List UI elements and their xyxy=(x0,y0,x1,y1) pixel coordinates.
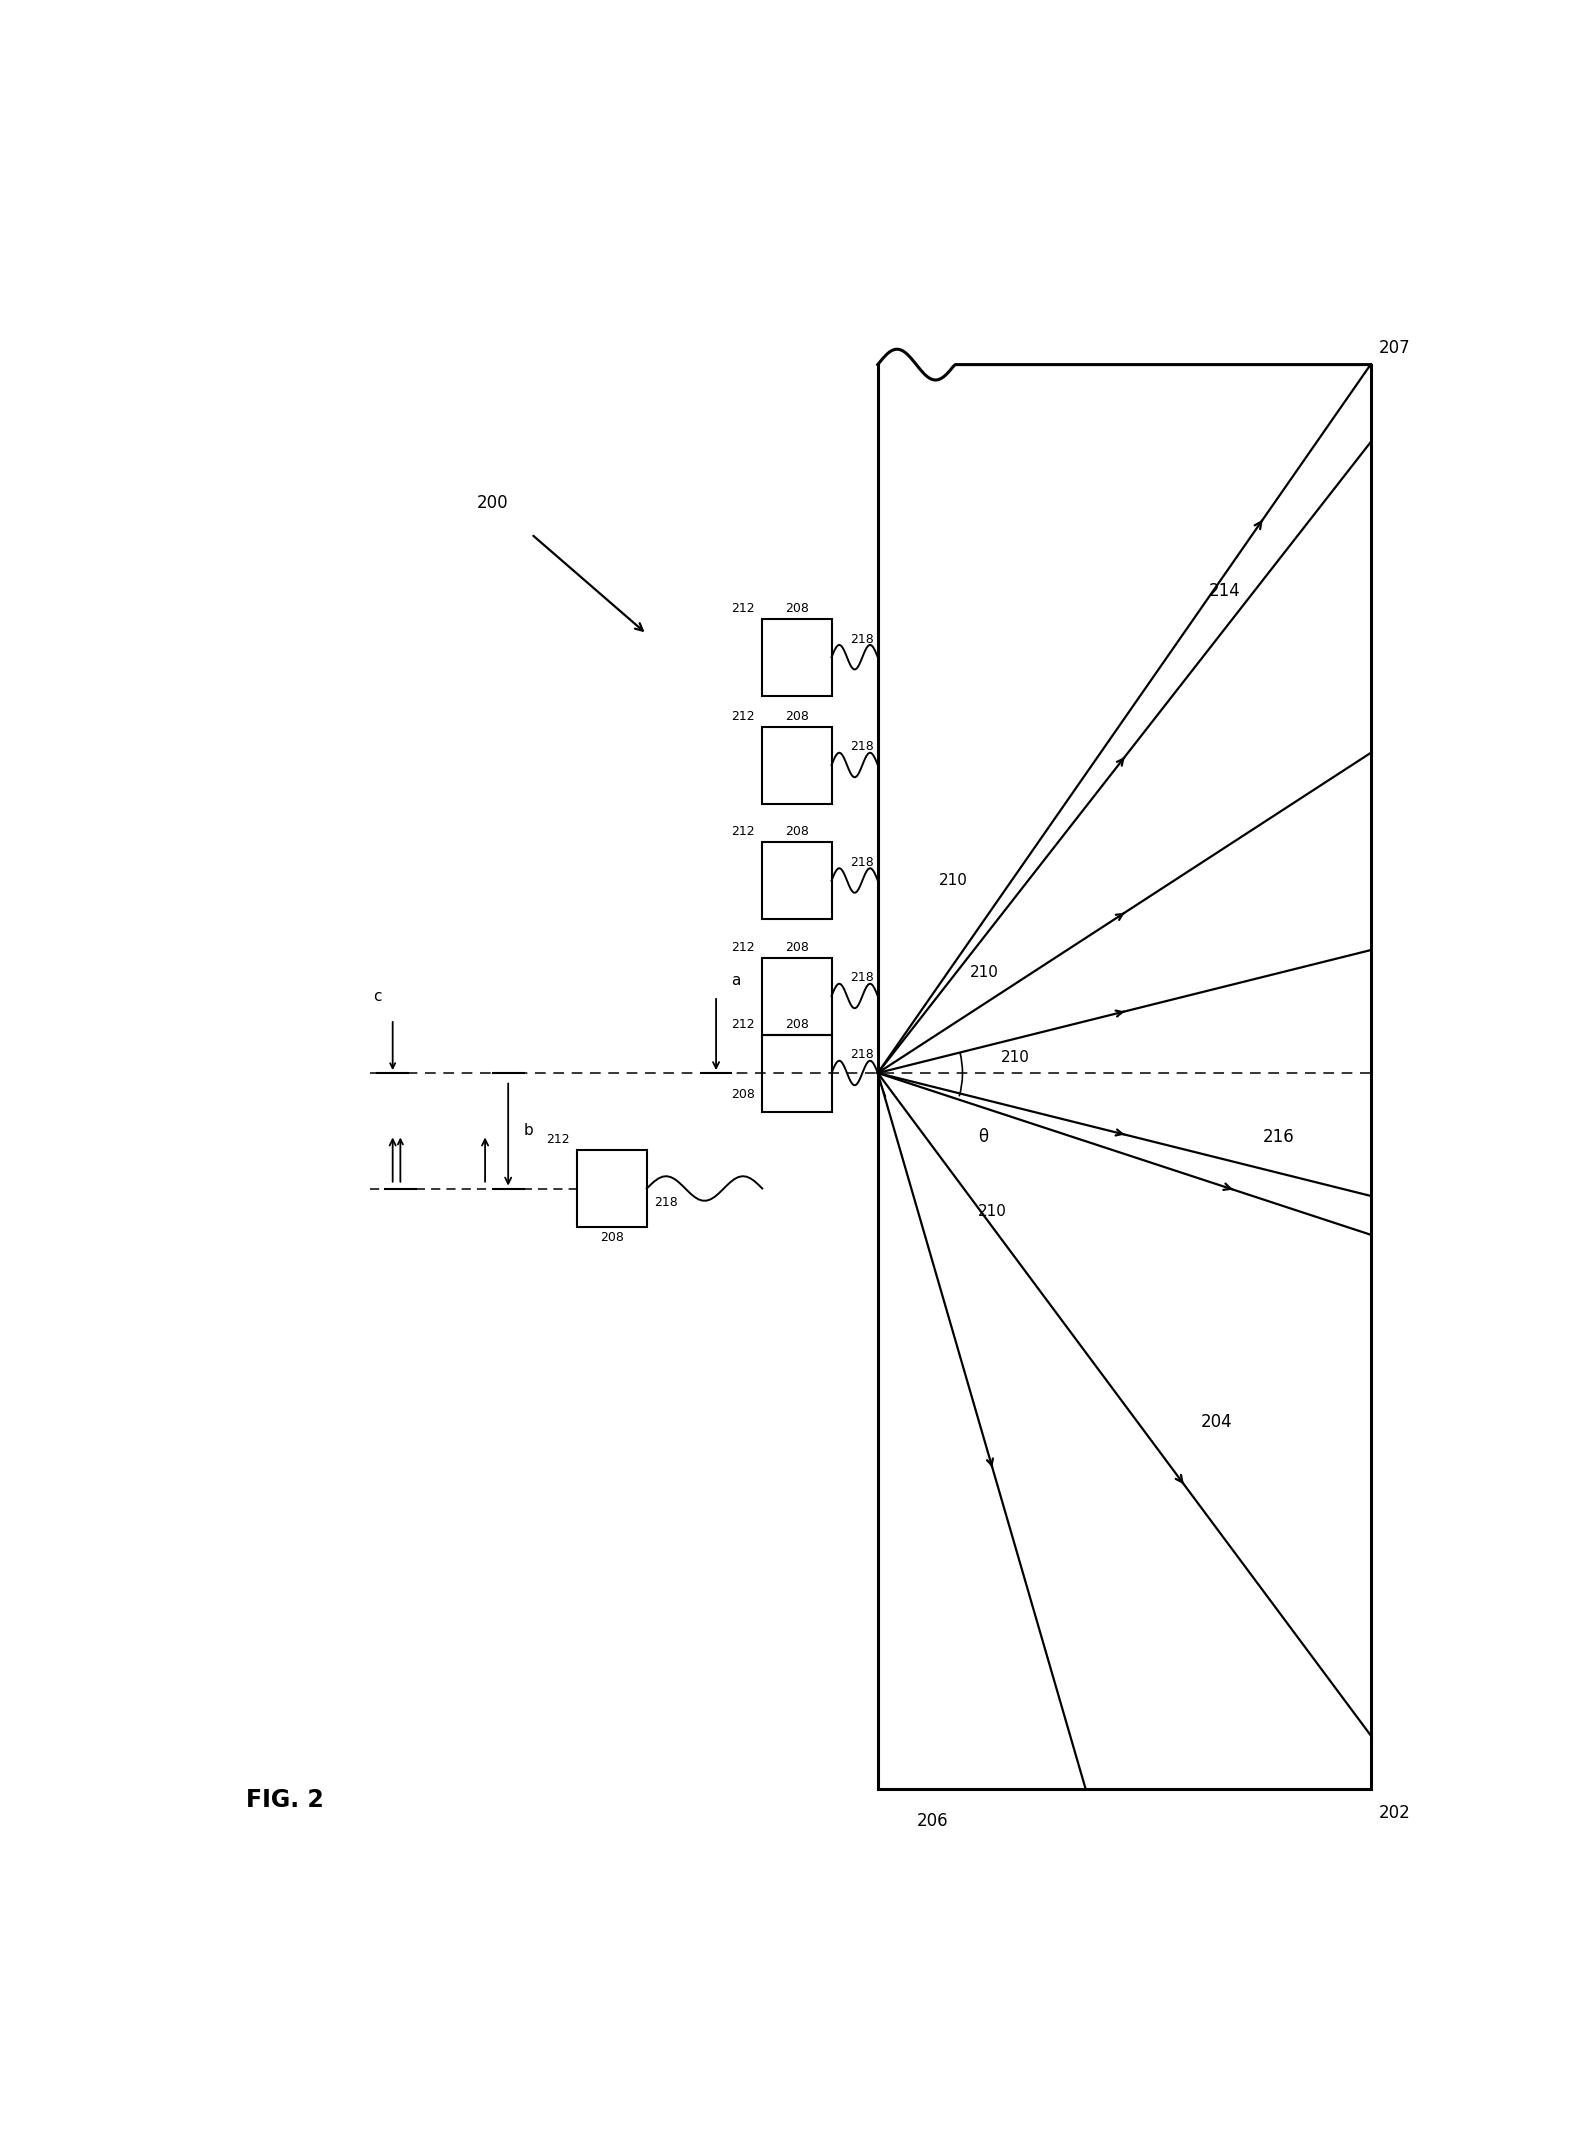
Text: 212: 212 xyxy=(732,826,755,839)
Text: 218: 218 xyxy=(851,1049,874,1061)
Text: 204: 204 xyxy=(1201,1412,1232,1432)
Bar xyxy=(763,841,832,918)
Text: 207: 207 xyxy=(1378,338,1410,357)
Text: θ: θ xyxy=(978,1128,988,1147)
Bar xyxy=(578,1149,647,1226)
Bar xyxy=(763,618,832,696)
Text: FIG. 2: FIG. 2 xyxy=(246,1789,323,1813)
Text: 208: 208 xyxy=(785,710,809,723)
Text: 208: 208 xyxy=(785,826,809,839)
Text: 208: 208 xyxy=(730,1089,755,1102)
Text: 218: 218 xyxy=(851,633,874,646)
Text: 214: 214 xyxy=(1209,582,1240,599)
Text: 218: 218 xyxy=(851,740,874,753)
Bar xyxy=(763,725,832,802)
Text: 212: 212 xyxy=(732,942,755,954)
Text: 208: 208 xyxy=(785,601,809,614)
Text: 208: 208 xyxy=(785,942,809,954)
Text: 218: 218 xyxy=(655,1196,678,1209)
Text: 210: 210 xyxy=(939,873,969,888)
Text: 208: 208 xyxy=(600,1230,623,1243)
Text: 210: 210 xyxy=(970,965,999,980)
Text: 218: 218 xyxy=(851,972,874,984)
Text: 200: 200 xyxy=(477,494,509,511)
Text: 212: 212 xyxy=(732,1019,755,1031)
Text: 206: 206 xyxy=(917,1813,948,1830)
Bar xyxy=(763,957,832,1034)
Text: 218: 218 xyxy=(851,856,874,869)
Text: c: c xyxy=(374,989,382,1004)
Bar xyxy=(763,1034,832,1111)
Text: 212: 212 xyxy=(546,1134,570,1147)
Text: 210: 210 xyxy=(1002,1051,1030,1066)
Text: 210: 210 xyxy=(978,1205,1006,1220)
Text: 212: 212 xyxy=(732,710,755,723)
Text: 216: 216 xyxy=(1262,1128,1295,1147)
Text: 208: 208 xyxy=(785,1019,809,1031)
Text: b: b xyxy=(523,1124,534,1138)
Text: 212: 212 xyxy=(732,601,755,614)
Text: a: a xyxy=(732,974,741,989)
Text: 202: 202 xyxy=(1378,1804,1410,1823)
